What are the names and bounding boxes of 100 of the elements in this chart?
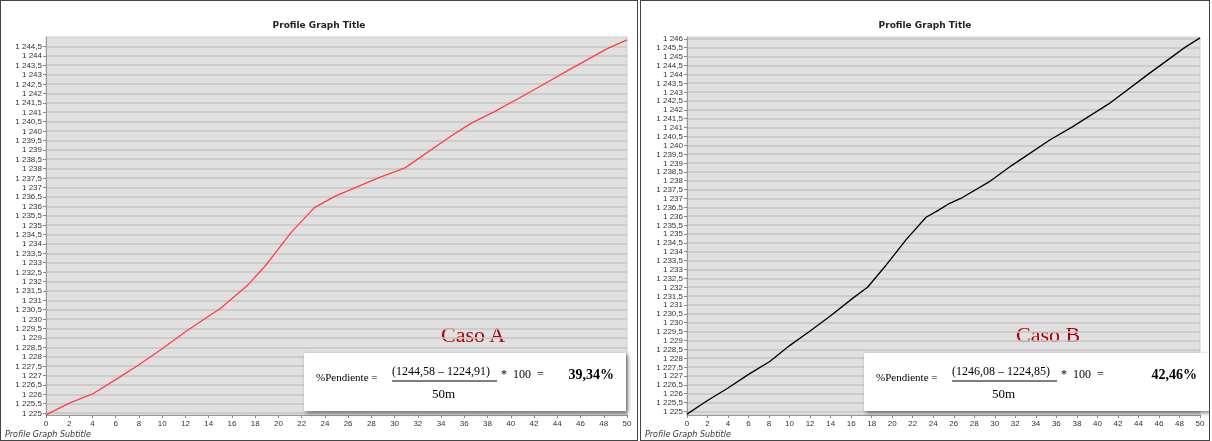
y-tick-label: 1 236 xyxy=(21,201,43,211)
y-tick-label: 1 230,5 xyxy=(15,305,43,315)
x-tick-label: 12 xyxy=(180,418,191,428)
y-tick-label: 1 240 xyxy=(662,140,684,150)
y-tick-label: 1 229,5 xyxy=(656,327,684,337)
x-tick-label: 30 xyxy=(390,418,400,428)
y-tick-label: 1 244 xyxy=(662,69,684,79)
x-tick-label: 22 xyxy=(908,418,918,428)
x-tick-label: 28 xyxy=(969,418,980,428)
x-tick-label: 36 xyxy=(459,418,470,428)
y-tick-label: 1 246 xyxy=(662,34,684,44)
y-tick-label: 1 226 xyxy=(662,389,684,399)
x-tick-label: 20 xyxy=(887,418,898,428)
annotation: * 100 = xyxy=(501,367,544,381)
y-tick-label: 1 235 xyxy=(21,220,43,230)
y-tick-label: 1 238 xyxy=(21,164,43,174)
y-tick-label: 1 244,5 xyxy=(15,41,43,51)
y-tick-label: 1 240,5 xyxy=(15,117,43,127)
y-tick-label: 1 240 xyxy=(21,126,43,136)
x-tick-label: 0 xyxy=(43,418,49,428)
y-tick-label: 1 238 xyxy=(662,176,684,186)
x-tick-label: 50 xyxy=(1195,418,1205,428)
y-tick-label: 1 239,5 xyxy=(15,135,43,145)
y-tick-label: 1 242 xyxy=(662,105,684,115)
y-tick-label: 1 232,5 xyxy=(15,267,43,277)
annotation: %Pendiente = xyxy=(876,370,938,383)
x-tick-label: 26 xyxy=(343,418,354,428)
x-tick-label: 46 xyxy=(1154,418,1164,428)
annotation: 50m xyxy=(992,386,1016,401)
x-tick-label: 10 xyxy=(785,418,795,428)
y-tick-label: 1 239 xyxy=(662,158,684,168)
y-tick-label: 1 239 xyxy=(21,145,43,155)
y-tick-label: 1 237 xyxy=(21,182,43,192)
y-tick-label: 1 228 xyxy=(662,353,684,363)
x-tick-label: 42 xyxy=(529,418,540,428)
y-tick-label: 1 225,5 xyxy=(15,399,43,409)
y-tick-label: 1 245,5 xyxy=(656,43,684,53)
y-tick-label: 1 226 xyxy=(21,389,43,399)
y-tick-label: 1 229,5 xyxy=(15,323,43,333)
y-tick-label: 1 238,5 xyxy=(15,154,43,164)
y-tick-label: 1 243 xyxy=(662,87,684,97)
y-tick-label: 1 236,5 xyxy=(15,192,43,202)
x-tick-label: 32 xyxy=(1010,418,1021,428)
text: Profile Graph Subtitle xyxy=(5,429,91,439)
x-tick-label: 46 xyxy=(576,418,586,428)
x-tick-label: 10 xyxy=(157,418,168,428)
y-tick-label: 1 232 xyxy=(21,276,43,286)
y-tick-label: 1 243 xyxy=(21,70,43,80)
y-tick-label: 1 243,5 xyxy=(15,60,43,70)
x-tick-label: 4 xyxy=(90,418,96,428)
chart-title: Profile Graph Title xyxy=(878,19,972,30)
y-tick-label: 1 236 xyxy=(662,211,684,221)
y-tick-label: 1 231,5 xyxy=(15,286,43,296)
x-tick-label: 32 xyxy=(413,418,423,428)
x-tick-label: 16 xyxy=(227,418,237,428)
y-tick-label: 1 235,5 xyxy=(15,211,43,221)
y-tick-label: 1 226,5 xyxy=(15,380,43,390)
x-tick-label: 18 xyxy=(250,418,261,428)
y-tick-label: 1 237 xyxy=(662,193,684,203)
x-tick-label: 44 xyxy=(552,418,563,428)
y-tick-label: 1 227 xyxy=(21,371,43,381)
x-tick-label: 8 xyxy=(136,418,142,428)
y-tick-label: 1 235 xyxy=(662,229,684,239)
x-tick-label: 36 xyxy=(1051,418,1062,428)
y-tick-label: 1 226,5 xyxy=(656,380,684,390)
x-tick-label: 8 xyxy=(766,418,772,428)
x-tick-label: 12 xyxy=(805,418,816,428)
y-tick-label: 1 227,5 xyxy=(15,361,43,371)
y-tick-label: 1 242 xyxy=(21,88,43,98)
x-tick-label: 38 xyxy=(483,418,493,428)
line-series xyxy=(45,39,628,416)
y-tick-label: 1 240,5 xyxy=(656,131,684,141)
x-tick-label: 26 xyxy=(949,418,959,428)
chart-title: Profile Graph Title xyxy=(272,19,366,30)
x-tick-label: 2 xyxy=(705,418,711,428)
y-tick-label: 1 241 xyxy=(21,107,43,117)
x-tick-label: 24 xyxy=(928,418,939,428)
y-tick-label: 1 231,5 xyxy=(656,291,684,301)
y-tick-label: 1 244,5 xyxy=(656,60,684,70)
y-tick-label: 1 225 xyxy=(21,408,43,418)
y-tick-label: 1 236,5 xyxy=(656,202,684,212)
x-tick-label: 38 xyxy=(1072,418,1082,428)
y-tick-label: 1 228,5 xyxy=(656,344,684,354)
annotation: 50m xyxy=(432,386,456,401)
annotation: Caso A xyxy=(441,321,506,347)
y-tick-label: 1 225,5 xyxy=(656,398,684,408)
x-tick-label: 20 xyxy=(273,418,284,428)
y-tick-label: 1 230 xyxy=(662,318,684,328)
y-tick-label: 1 225 xyxy=(662,406,684,416)
x-tick-label: 42 xyxy=(1113,418,1123,428)
x-tick-label: 48 xyxy=(1175,418,1185,428)
x-tick-label: 22 xyxy=(297,418,307,428)
y-tick-label: 1 233 xyxy=(662,264,684,274)
x-tick-label: 34 xyxy=(1031,418,1041,428)
y-tick-label: 1 227,5 xyxy=(656,362,684,372)
annotation: 42,46% xyxy=(1151,366,1197,382)
y-tick-label: 1 231 xyxy=(662,300,684,310)
y-tick-label: 1 238,5 xyxy=(656,167,684,177)
y-tick-label: 1 237,5 xyxy=(656,185,684,195)
x-tick-label: 4 xyxy=(725,418,731,428)
